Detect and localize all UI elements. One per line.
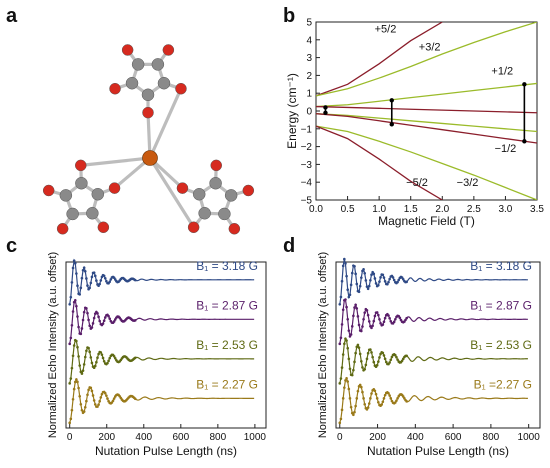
series-line-3	[339, 376, 528, 424]
x-tick-label: 1.5	[404, 204, 418, 215]
mj-label: +3/2	[419, 41, 441, 53]
series-line-0	[316, 22, 443, 97]
series-label: B₁ = 3.18 G	[470, 259, 532, 273]
panel-letter-c: c	[6, 235, 17, 257]
x-tick-label: 200	[369, 432, 386, 443]
series-line-7	[316, 125, 443, 200]
x-tick-label: 0.0	[309, 204, 323, 215]
series-label: B₁ =2.27 G	[474, 377, 532, 391]
series-line-2	[69, 339, 255, 384]
panel-letter-d: d	[283, 235, 295, 257]
transition-point	[522, 139, 527, 144]
series-label: B₁ = 2.53 G	[196, 338, 258, 352]
y-axis-label: Normalized Echo Intensity (a.u. offset)	[317, 252, 329, 438]
x-axis-label: Nutation Pulse Length (ns)	[95, 444, 237, 458]
mj-label: +5/2	[375, 24, 397, 36]
y-tick-label: −1	[301, 124, 313, 135]
x-tick-label: 800	[210, 432, 227, 443]
x-tick-label: 200	[98, 432, 115, 443]
x-tick-label: 400	[135, 432, 152, 443]
series-trace-3	[338, 376, 408, 425]
y-tick-label: −5	[301, 196, 313, 207]
x-tick-label: 600	[445, 432, 462, 443]
y-tick-label: 0	[306, 107, 312, 118]
series-line-2	[339, 337, 528, 384]
series-line-1	[316, 22, 537, 97]
series-label: B₁ = 3.18 G	[196, 259, 258, 273]
energy-level-chart: 0.0 0.5 1.0 1.5 2.0 2.5 3.0 3.5 5 4 3 2 1 0 −1 −2 −3 −4 −5…	[285, 18, 544, 229]
series-line-3	[316, 105, 537, 114]
transition-point	[323, 105, 328, 110]
mj-label: +1/2	[491, 66, 513, 78]
mj-label: −5/2	[406, 177, 428, 189]
transition-point	[389, 98, 394, 103]
y-tick-label: −2	[301, 142, 313, 153]
series-line-4	[316, 113, 537, 133]
y-tick-label: 2	[306, 71, 312, 82]
y-axis-label: Energy (cm⁻¹)	[285, 73, 299, 149]
series-line-1	[339, 298, 528, 344]
panel-letter-b: b	[283, 5, 295, 27]
x-tick-label: 2.5	[467, 204, 481, 215]
series-label: B₁ = 2.27 G	[196, 377, 258, 391]
x-tick-label: 3.5	[530, 204, 544, 215]
series-line-0	[339, 258, 528, 305]
x-tick-label: 1000	[518, 432, 541, 443]
mj-label: −1/2	[495, 143, 517, 155]
nutation-chart-d: 0 200 400 600 800 1000 Nutation Pulse Length (…	[317, 252, 541, 458]
series-label: B₁ = 2.87 G	[470, 298, 532, 312]
transition-point	[323, 110, 328, 115]
mj-label: −3/2	[457, 177, 479, 189]
x-tick-label: 400	[407, 432, 424, 443]
series-line-5	[316, 113, 537, 144]
series-line-3	[69, 378, 255, 424]
transition-point	[389, 122, 394, 127]
nutation-chart-c: 0 200 400 600 800 1000 Nutation Pulse Length (…	[47, 252, 267, 458]
transition-point	[522, 82, 527, 87]
x-tick-label: 2.0	[435, 204, 449, 215]
x-axis-label: Nutation Pulse Length (ns)	[367, 444, 509, 458]
y-tick-label: −3	[301, 160, 313, 171]
x-tick-label: 0	[67, 432, 73, 443]
x-axis-label: Magnetic Field (T)	[378, 214, 475, 228]
series-label: B₁ = 2.53 G	[470, 338, 532, 352]
x-tick-label: 600	[172, 432, 189, 443]
series-trace-0	[68, 259, 137, 306]
series-line-0	[69, 258, 255, 305]
y-tick-label: 3	[306, 53, 312, 64]
y-axis-label: Normalized Echo Intensity (a.u. offset)	[47, 252, 59, 438]
x-tick-label: 0	[337, 432, 343, 443]
plot-frame	[65, 261, 267, 429]
series-trace-2	[68, 338, 137, 385]
y-tick-label: −4	[301, 178, 313, 189]
series-line-2	[316, 82, 537, 108]
series-label: B₁ = 2.87 G	[196, 298, 258, 312]
y-tick-label: 5	[306, 18, 312, 29]
panel-letter-a: a	[6, 5, 18, 27]
y-tick-label: 1	[306, 89, 312, 100]
x-tick-label: 1.0	[372, 204, 386, 215]
y-tick-label: 4	[306, 35, 312, 46]
plot-frame	[335, 261, 541, 429]
x-tick-label: 1000	[244, 432, 267, 443]
x-tick-label: 800	[483, 432, 500, 443]
x-tick-label: 0.5	[341, 204, 355, 215]
series-line-1	[69, 298, 255, 344]
series-line-6	[316, 125, 537, 200]
x-tick-label: 3.0	[498, 204, 512, 215]
molecule-structure-image	[42, 44, 255, 235]
